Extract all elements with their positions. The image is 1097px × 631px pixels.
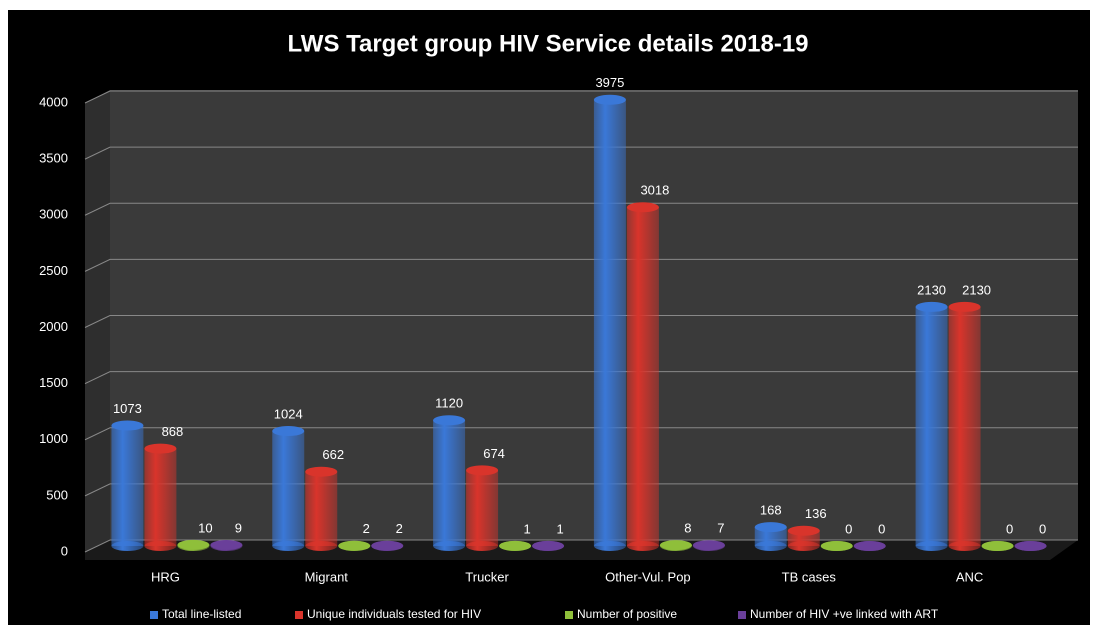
bar bbox=[433, 420, 466, 546]
data-label: 0 bbox=[1039, 521, 1046, 536]
x-tick-label: HRG bbox=[151, 569, 180, 584]
bar bbox=[754, 527, 787, 546]
bar bbox=[305, 471, 338, 546]
y-tick-label: 3000 bbox=[39, 207, 68, 222]
data-label: 1120 bbox=[435, 396, 463, 411]
y-tick-label: 500 bbox=[46, 487, 68, 502]
legend-swatch bbox=[295, 611, 303, 619]
bar-top bbox=[338, 540, 371, 551]
legend: Total line-listed Unique individuals test… bbox=[150, 607, 939, 621]
legend-label: Unique individuals tested for HIV bbox=[307, 607, 481, 621]
bar-top bbox=[532, 540, 565, 551]
data-label: 2 bbox=[363, 521, 370, 536]
legend-swatch bbox=[565, 611, 573, 619]
y-tick-label: 0 bbox=[61, 543, 68, 558]
legend-label: Total line-listed bbox=[162, 607, 241, 621]
bar-top bbox=[210, 539, 243, 550]
bar-top bbox=[371, 540, 404, 551]
grid-line bbox=[84, 315, 1078, 328]
data-label: 868 bbox=[162, 424, 184, 439]
data-label: 2130 bbox=[962, 282, 991, 297]
bar-top bbox=[692, 540, 725, 551]
bar bbox=[466, 470, 499, 546]
x-tick-label: TB cases bbox=[782, 569, 837, 584]
legend-swatch bbox=[150, 611, 158, 619]
data-label: 136 bbox=[805, 506, 827, 521]
bar-top bbox=[144, 443, 177, 454]
x-tick-label: Trucker bbox=[465, 569, 509, 584]
y-tick-label: 1500 bbox=[39, 375, 68, 390]
data-label: 2130 bbox=[917, 282, 946, 297]
grid-line bbox=[84, 371, 1078, 385]
bar-top bbox=[466, 465, 499, 476]
grid-line bbox=[84, 427, 1078, 441]
grid-line bbox=[84, 483, 1078, 497]
bar bbox=[111, 425, 144, 546]
bar bbox=[626, 207, 659, 547]
bar bbox=[915, 306, 948, 546]
data-label: 8 bbox=[684, 521, 691, 536]
grid-line bbox=[84, 202, 1078, 216]
y-tick-label: 2000 bbox=[39, 319, 68, 334]
data-label: 168 bbox=[760, 503, 782, 518]
x-tick-label: Migrant bbox=[305, 569, 349, 584]
grid-line bbox=[84, 146, 1078, 160]
bar-top bbox=[111, 420, 144, 431]
data-label: 1 bbox=[556, 521, 563, 536]
bar-top bbox=[433, 415, 466, 426]
data-label: 0 bbox=[1006, 521, 1013, 536]
data-label: 1024 bbox=[274, 406, 303, 421]
legend-swatch bbox=[738, 611, 746, 619]
bar-top bbox=[593, 94, 626, 105]
bar-top bbox=[948, 301, 981, 312]
x-tick-label: ANC bbox=[956, 569, 983, 584]
bar-top bbox=[853, 541, 886, 551]
bar-top bbox=[787, 525, 820, 536]
data-label: 674 bbox=[483, 446, 505, 461]
data-label: 3018 bbox=[640, 183, 669, 198]
data-label: 0 bbox=[878, 521, 885, 536]
data-label: 662 bbox=[322, 447, 344, 462]
bar bbox=[593, 99, 626, 547]
data-label: 0 bbox=[845, 521, 852, 536]
y-tick-label: 1000 bbox=[39, 431, 68, 446]
data-label: 3975 bbox=[595, 75, 624, 90]
bar bbox=[948, 306, 981, 546]
data-label: 2 bbox=[396, 521, 403, 536]
bar-top bbox=[626, 202, 659, 213]
legend-label: Number of HIV +ve linked with ART bbox=[750, 607, 939, 621]
y-tick-label: 4000 bbox=[39, 94, 68, 109]
x-tick-label: Other-Vul. Pop bbox=[605, 569, 691, 584]
data-label: 1 bbox=[523, 521, 530, 536]
y-tick-label: 3500 bbox=[39, 151, 68, 166]
bar-top bbox=[305, 466, 338, 477]
bar bbox=[272, 431, 305, 546]
bar-top bbox=[820, 541, 853, 551]
grid-line bbox=[84, 90, 1078, 104]
bar-top bbox=[915, 301, 948, 312]
bar bbox=[144, 448, 177, 546]
legend-label: Number of positive bbox=[577, 607, 677, 621]
grid-line bbox=[84, 258, 1078, 272]
bar-top bbox=[272, 426, 305, 437]
chart-title: LWS Target group HIV Service details 201… bbox=[287, 30, 808, 57]
bar-top bbox=[981, 541, 1014, 551]
y-tick-label: 2500 bbox=[39, 263, 68, 278]
bar-top bbox=[1014, 541, 1047, 551]
bar-top bbox=[499, 540, 532, 551]
data-label: 10 bbox=[198, 520, 212, 535]
data-label: 7 bbox=[717, 521, 724, 536]
bar-top bbox=[177, 539, 210, 550]
data-label: 1073 bbox=[113, 401, 142, 416]
data-label: 9 bbox=[235, 520, 242, 535]
bar-top bbox=[754, 522, 787, 533]
bar-top bbox=[659, 540, 692, 551]
